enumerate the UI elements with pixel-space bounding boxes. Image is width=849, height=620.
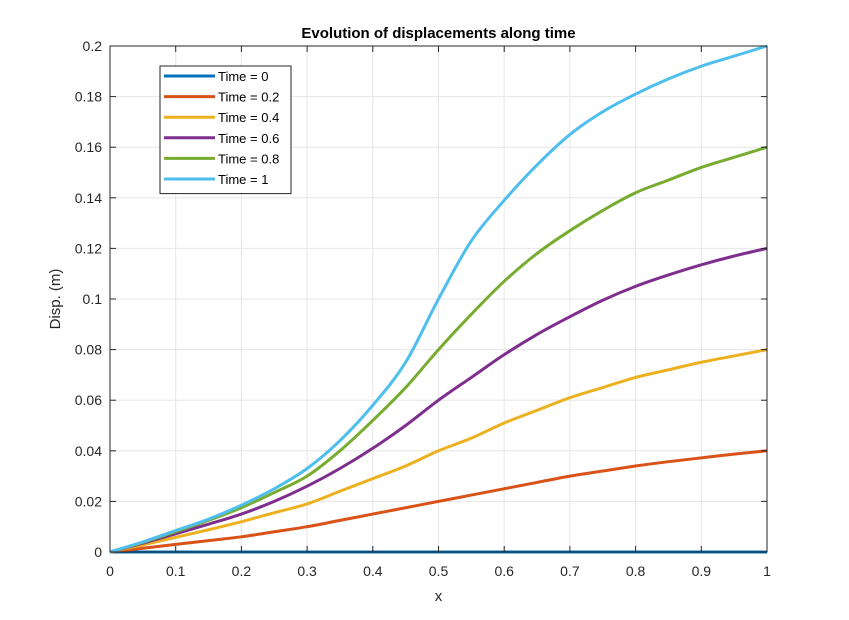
x-tick-label: 0.7 [560,563,580,579]
y-tick-label: 0.08 [75,342,102,358]
series-line-2 [109,348,768,554]
y-tick-label: 0.18 [75,89,102,105]
y-tick-label: 0.12 [75,240,102,256]
x-tick-label: 0.9 [692,563,712,579]
y-tick-label: 0.2 [83,38,103,54]
legend-label: Time = 0.8 [218,151,279,166]
y-tick-label: 0.14 [75,190,102,206]
y-tick-label: 0.16 [75,139,102,155]
x-tick-label: 0.5 [429,563,449,579]
legend-label: Time = 0.6 [218,131,279,146]
legend: Time = 0 Time = 0.2 Time = 0.4 Time = 0.6 Ti… [159,65,292,195]
y-tick-label: 0.06 [75,392,102,408]
series-line-3 [109,246,768,554]
legend-label: Time = 1 [218,172,268,187]
y-tick-label: 0.02 [75,493,102,509]
legend-label: Time = 0.4 [218,110,279,125]
x-tick-label: 1 [763,563,771,579]
legend-box [159,65,292,195]
x-tick-label: 0.6 [494,563,514,579]
y-tick-label: 0.04 [75,443,102,459]
x-tick-label: 0.8 [626,563,646,579]
ticks: 0 0.1 0.2 0.3 0.4 0.5 0.6 0.7 0.8 0.9 1 0 0.02 0.04 0.… [75,38,771,579]
y-tick-label: 0 [94,544,102,560]
series-line-1 [109,449,768,554]
y-tick-label: 0.1 [83,291,103,307]
legend-label: Time = 0.2 [218,90,279,105]
x-tick-label: 0.4 [363,563,383,579]
legend-label: Time = 0 [218,69,268,84]
x-tick-label: 0.1 [166,563,186,579]
chart-title: Evolution of displacements along time [301,25,575,42]
x-tick-label: 0.2 [232,563,252,579]
x-axis-label: x [435,588,443,605]
x-tick-label: 0 [106,563,114,579]
y-axis-label: Disp. (m) [47,269,64,330]
series-line-5 [109,44,768,554]
x-tick-label: 0.3 [297,563,317,579]
